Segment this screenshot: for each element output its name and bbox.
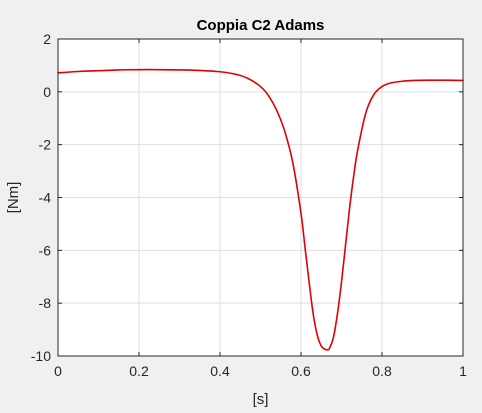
data-layer bbox=[57, 68, 464, 351]
x-tick-label: 0.6 bbox=[291, 363, 311, 379]
y-tick-label: 2 bbox=[43, 31, 51, 47]
grid-lines bbox=[58, 39, 463, 356]
y-tick-labels: 2 0 -2 -4 -6 -8 -10 bbox=[31, 31, 51, 364]
x-tick-label: 1 bbox=[459, 363, 467, 379]
y-tick-label: -2 bbox=[39, 137, 52, 153]
y-axis-label: [Nm] bbox=[5, 182, 22, 214]
y-tick-label: -10 bbox=[31, 348, 51, 364]
x-tick-label: 0.8 bbox=[372, 363, 392, 379]
y-tick-label: -6 bbox=[39, 242, 52, 258]
y-tick-label: -8 bbox=[39, 295, 52, 311]
x-tick-label: 0 bbox=[54, 363, 62, 379]
y-tick-label: -4 bbox=[39, 190, 52, 206]
y-tick-label: 0 bbox=[43, 84, 51, 100]
x-tick-labels: 0 0.2 0.4 0.6 0.8 1 bbox=[54, 363, 467, 379]
series-line bbox=[57, 68, 464, 351]
x-tick-label: 0.4 bbox=[210, 363, 230, 379]
tick-marks bbox=[57, 38, 464, 357]
x-axis-label: [s] bbox=[253, 391, 269, 408]
x-tick-label: 0.2 bbox=[129, 363, 149, 379]
chart-title: Coppia C2 Adams bbox=[197, 17, 325, 34]
